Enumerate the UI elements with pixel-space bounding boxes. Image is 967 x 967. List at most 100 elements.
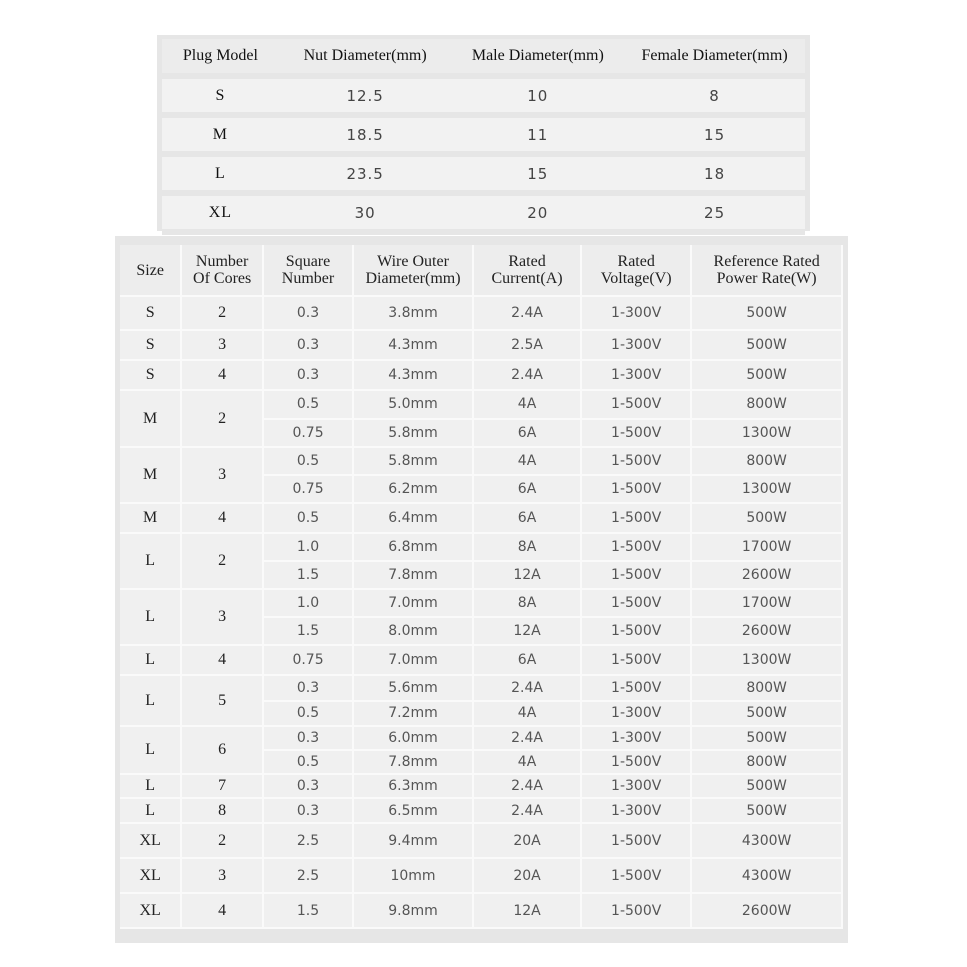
table-cell: 4300W <box>692 859 843 894</box>
table-cell: 6.5mm <box>354 799 474 824</box>
table-cell: 5.0mm <box>354 391 474 420</box>
cores-cell: 2 <box>182 297 264 331</box>
table-cell: 11 <box>451 118 625 157</box>
table-cell: 800W <box>692 676 843 702</box>
table-row: S 3 0.3 4.3mm 2.5A 1-300V 500W <box>120 331 843 361</box>
table-cell: 1-500V <box>582 618 693 646</box>
table-cell: 20A <box>473 824 583 859</box>
table-cell: 6A <box>473 504 583 534</box>
column-header: Rated Current(A) <box>473 245 583 297</box>
table-cell: 1-500V <box>582 894 693 929</box>
table-row: XL 2 2.5 9.4mm 20A 1-500V 4300W <box>120 824 843 859</box>
size-cell: L <box>120 676 183 727</box>
table-cell: 18.5 <box>278 118 452 157</box>
size-cell: XL <box>120 859 183 894</box>
table-cell: 0.5 <box>263 391 355 420</box>
table-cell: 800W <box>692 448 843 476</box>
table-cell: 1-300V <box>582 331 693 361</box>
table-cell: 5.6mm <box>354 676 474 702</box>
table-cell: 6A <box>473 646 583 676</box>
table-cell: 10 <box>451 79 625 118</box>
table-row: L 4 0.75 7.0mm 6A 1-500V 1300W <box>120 646 843 676</box>
plug-model-cell: M <box>162 118 279 157</box>
table-header-row: Size Number Of Cores Square Number Wire Outer… <box>120 245 843 297</box>
table-row: XL 4 1.5 9.8mm 12A 1-500V 2600W <box>120 894 843 929</box>
table-cell: 7.0mm <box>354 590 474 618</box>
table-cell: 2.4A <box>473 361 583 391</box>
table-cell: 1.5 <box>263 618 355 646</box>
table-cell: 800W <box>692 391 843 420</box>
table-cell: 20A <box>473 859 583 894</box>
cores-cell: 4 <box>182 504 264 534</box>
table-cell: 8.0mm <box>354 618 474 646</box>
table-cell: 7.2mm <box>354 701 474 727</box>
table-row: 0.75 5.8mm 6A 1-500V 1300W <box>120 419 843 448</box>
table-cell: 0.3 <box>263 331 355 361</box>
column-header: Wire Outer Diameter(mm) <box>354 245 474 297</box>
table-cell: 4A <box>473 448 583 476</box>
size-cell: L <box>120 775 183 799</box>
column-header: Number Of Cores <box>182 245 264 297</box>
table-cell: 1-500V <box>582 562 693 590</box>
table-cell: 1-300V <box>582 775 693 799</box>
table-cell: 0.75 <box>263 476 355 504</box>
plug-model-cell: L <box>162 157 279 196</box>
size-cell: L <box>120 590 183 646</box>
table-row: 0.5 7.2mm 4A 1-300V 500W <box>120 701 843 727</box>
column-header: Plug Model <box>162 39 279 79</box>
size-cell: S <box>120 331 183 361</box>
table-cell: 0.3 <box>263 297 355 331</box>
table-cell: 4.3mm <box>354 361 474 391</box>
table-cell: 4A <box>473 751 583 775</box>
table-row: 0.5 7.8mm 4A 1-500V 800W <box>120 751 843 775</box>
table-cell: 5.8mm <box>354 448 474 476</box>
table-cell: 2.5 <box>263 859 355 894</box>
table-cell: 500W <box>692 775 843 799</box>
cores-cell: 4 <box>182 646 264 676</box>
size-cell: S <box>120 297 183 331</box>
table-cell: 4A <box>473 701 583 727</box>
table-cell: 1300W <box>692 419 843 448</box>
table-row: L 7 0.3 6.3mm 2.4A 1-300V 500W <box>120 775 843 799</box>
table-cell: 1300W <box>692 646 843 676</box>
table-cell: 500W <box>692 727 843 751</box>
column-header: Reference Rated Power Rate(W) <box>692 245 843 297</box>
cores-cell: 8 <box>182 799 264 824</box>
table-cell: 500W <box>692 297 843 331</box>
table-cell: 4.3mm <box>354 331 474 361</box>
table-cell: 10mm <box>354 859 474 894</box>
cores-cell: 5 <box>182 676 264 727</box>
table-cell: 6.8mm <box>354 534 474 562</box>
table-cell: 12.5 <box>278 79 452 118</box>
table-cell: 500W <box>692 504 843 534</box>
table-cell: 1-500V <box>582 751 693 775</box>
cores-cell: 6 <box>182 727 264 775</box>
table-cell: 30 <box>278 196 452 235</box>
cores-cell: 4 <box>182 361 264 391</box>
table-row: S 2 0.3 3.8mm 2.4A 1-300V 500W <box>120 297 843 331</box>
size-cell: L <box>120 727 183 775</box>
cores-cell: 3 <box>182 448 264 504</box>
table-cell: 20 <box>451 196 625 235</box>
table-cell: 12A <box>473 894 583 929</box>
table-cell: 0.75 <box>263 646 355 676</box>
table-row: 1.5 8.0mm 12A 1-500V 2600W <box>120 618 843 646</box>
plug-model-cell: S <box>162 79 279 118</box>
table-cell: 4300W <box>692 824 843 859</box>
table-cell: 1.5 <box>263 894 355 929</box>
size-cell: L <box>120 646 183 676</box>
table-cell: 800W <box>692 751 843 775</box>
table-cell: 5.8mm <box>354 419 474 448</box>
table-cell: 7.8mm <box>354 751 474 775</box>
table-row: L 2 1.0 6.8mm 8A 1-500V 1700W <box>120 534 843 590</box>
table-cell: 9.4mm <box>354 824 474 859</box>
table-header-row: Plug Model Nut Diameter(mm) Male Diameter(… <box>162 39 805 79</box>
table-cell: 12A <box>473 562 583 590</box>
table-row: XL 3 2.5 10mm 20A 1-500V 4300W <box>120 859 843 894</box>
table-row: S 4 0.3 4.3mm 2.4A 1-300V 500W <box>120 361 843 391</box>
table-cell: 1-300V <box>582 361 693 391</box>
table-cell: 0.3 <box>263 799 355 824</box>
column-header: Size <box>120 245 183 297</box>
table-cell: 8 <box>624 79 805 118</box>
table-cell: 2.4A <box>473 727 583 751</box>
